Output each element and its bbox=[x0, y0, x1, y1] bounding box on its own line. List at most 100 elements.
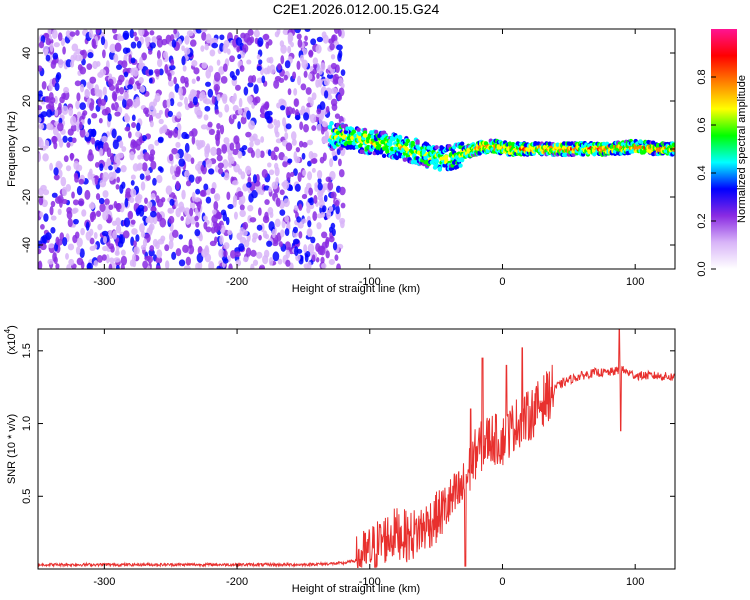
spectrogram-noise-cell bbox=[175, 180, 180, 190]
spectrogram-noise-cell bbox=[222, 258, 229, 264]
spectrogram-noise-cell bbox=[149, 120, 154, 128]
spectrogram-noise-cell bbox=[223, 242, 230, 250]
spectrogram-noise-cell bbox=[175, 141, 181, 149]
spectrogram-noise-cell bbox=[266, 240, 273, 247]
spectrogram-noise-cell bbox=[315, 242, 321, 252]
spectrogram-noise-cell bbox=[167, 131, 173, 139]
spectrogram-noise-cell bbox=[253, 29, 260, 38]
snr-ytick-label: 1.0 bbox=[21, 416, 33, 431]
spectrogram-noise-cell bbox=[280, 229, 285, 238]
spectrogram-noise-cell bbox=[171, 229, 179, 238]
spectrogram-cells bbox=[38, 29, 675, 269]
spectrogram-noise-cell bbox=[99, 179, 107, 188]
spectrogram-noise-cell bbox=[335, 205, 340, 215]
spectrogram-noise-cell bbox=[170, 59, 175, 66]
spectrogram-noise-cell bbox=[184, 35, 190, 45]
spectrogram-noise-cell bbox=[263, 185, 270, 191]
spectrogram-noise-cell bbox=[270, 150, 276, 161]
spectrogram-noise-cell bbox=[195, 29, 203, 34]
spectrogram-noise-cell bbox=[308, 187, 313, 196]
spectrogram-noise-cell bbox=[120, 249, 126, 256]
spectrogram-noise-cell bbox=[40, 224, 45, 230]
spectrogram-noise-cell bbox=[140, 181, 146, 191]
spectrogram-noise-cell bbox=[127, 84, 134, 90]
spectrogram-noise-cell bbox=[38, 260, 43, 269]
spectrogram-noise-cell bbox=[43, 213, 49, 222]
spectrogram-noise-cell bbox=[149, 245, 155, 252]
spectrogram-noise-cell bbox=[148, 101, 156, 111]
spectrogram-noise-cell bbox=[233, 211, 238, 220]
spectrogram-noise-cell bbox=[250, 263, 255, 269]
spectrogram-noise-cell bbox=[71, 137, 77, 144]
spectrogram-ridge-cell bbox=[373, 129, 379, 135]
spectrogram-noise-cell bbox=[55, 263, 60, 269]
spectrogram-ridge-cell bbox=[362, 133, 368, 138]
spectrogram-noise-cell bbox=[266, 65, 271, 75]
spectrogram-noise-cell bbox=[115, 64, 123, 70]
spectrogram-noise-cell bbox=[324, 130, 329, 139]
spectrogram-noise-cell bbox=[89, 76, 97, 84]
spectrogram-noise-cell bbox=[223, 137, 230, 145]
spectrogram-noise-cell bbox=[79, 127, 86, 138]
spectrogram-ridge-cell bbox=[356, 127, 361, 132]
spectrogram-noise-cell bbox=[115, 217, 121, 227]
spectrogram-noise-cell bbox=[114, 42, 122, 52]
spectrogram-noise-cell bbox=[73, 218, 79, 225]
spectrogram-noise-cell bbox=[237, 121, 241, 130]
spectrogram-noise-cell bbox=[181, 189, 186, 200]
spectrogram-noise-cell bbox=[139, 56, 143, 66]
spectrogram-noise-cell bbox=[242, 44, 249, 53]
spectrogram-noise-cell bbox=[65, 165, 72, 172]
spectrogram-noise-cell bbox=[316, 169, 323, 179]
spectrogram-noise-cell bbox=[226, 48, 231, 55]
spectrogram-noise-cell bbox=[273, 118, 278, 126]
spectrogram-noise-cell bbox=[279, 189, 285, 196]
spectrogram-noise-cell bbox=[298, 203, 302, 210]
spectrogram-noise-cell bbox=[129, 29, 135, 39]
spectrogram-noise-cell bbox=[44, 33, 50, 39]
snr-y-ticks: 0.5 1.0 1.5 bbox=[21, 343, 675, 504]
spectrogram-noise-cell bbox=[76, 257, 84, 266]
spectrogram-noise-cell bbox=[235, 68, 240, 76]
spectrogram-noise-cell bbox=[168, 239, 174, 250]
spectrogram-noise-cell bbox=[262, 33, 270, 41]
spectrogram-noise-cell bbox=[147, 255, 154, 264]
spectrogram-noise-cell bbox=[113, 164, 118, 170]
spectrogram-noise-cell bbox=[239, 209, 246, 218]
spectrogram-noise-cell bbox=[102, 235, 107, 244]
spectrogram-noise-cell bbox=[70, 60, 75, 68]
spectrogram-noise-cell bbox=[332, 241, 338, 251]
spectrogram-noise-cell bbox=[39, 211, 44, 218]
spectrogram-noise-cell bbox=[196, 142, 202, 151]
spectrogram-noise-cell bbox=[255, 148, 261, 159]
spectrogram-noise-cell bbox=[264, 211, 269, 221]
spectrogram-noise-cell bbox=[246, 95, 253, 103]
spectrogram-noise-cell bbox=[284, 215, 290, 223]
spectrogram-noise-cell bbox=[49, 162, 53, 171]
spectrogram-noise-cell bbox=[239, 204, 245, 211]
spectrogram-noise-cell bbox=[145, 217, 150, 224]
spectrogram-xtick-label: -300 bbox=[93, 276, 115, 288]
spectrogram-noise-cell bbox=[114, 250, 120, 256]
spectrogram-noise-cell bbox=[131, 228, 138, 235]
spectrogram-noise-cell bbox=[184, 133, 190, 140]
spectrogram-noise-cell bbox=[322, 121, 328, 128]
colorbar-tick-label: 0.6 bbox=[696, 117, 708, 132]
spectrogram-noise-cell bbox=[147, 201, 153, 209]
spectrogram-noise-cell bbox=[98, 118, 103, 124]
spectrogram-noise-cell bbox=[135, 96, 140, 106]
spectrogram-noise-cell bbox=[307, 96, 312, 103]
spectrogram-noise-cell bbox=[211, 95, 216, 105]
spectrogram-noise-cell bbox=[297, 75, 302, 86]
spectrogram-noise-cell bbox=[304, 29, 311, 33]
spectrogram-noise-cell bbox=[101, 230, 109, 237]
spectrogram-noise-cell bbox=[307, 220, 312, 228]
spectrogram-noise-cell bbox=[85, 131, 90, 138]
spectrogram-noise-cell bbox=[304, 35, 308, 42]
spectrogram-noise-cell bbox=[178, 86, 183, 97]
spectrogram-noise-cell bbox=[122, 98, 127, 109]
spectrogram-noise-cell bbox=[192, 96, 198, 106]
snr-xtick-label: -100 bbox=[359, 576, 381, 588]
